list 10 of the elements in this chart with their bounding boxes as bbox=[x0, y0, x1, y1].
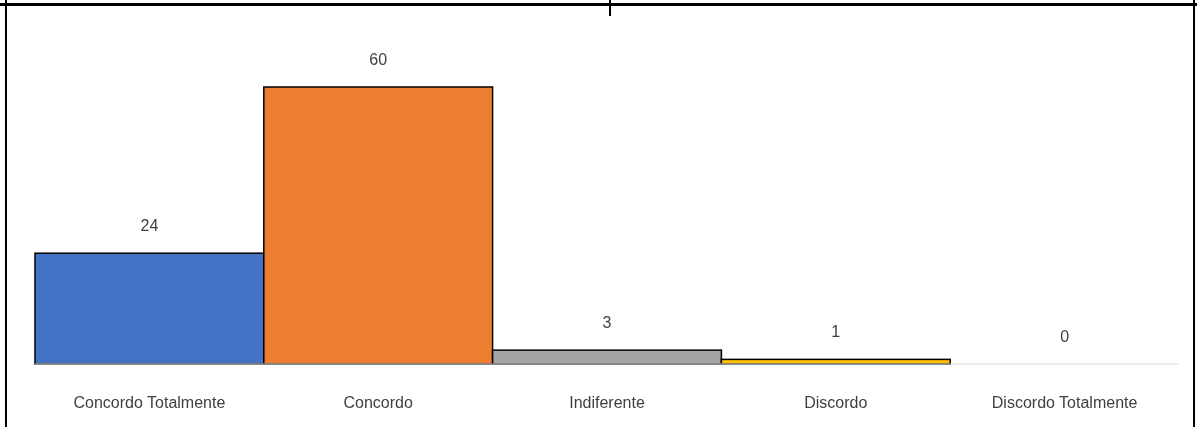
data-label: 3 bbox=[602, 314, 612, 332]
data-label: 1 bbox=[831, 323, 841, 341]
data-label: 0 bbox=[1060, 328, 1070, 345]
x-tick-label: Concordo Totalmente bbox=[73, 394, 226, 411]
x-tick-label: Discordo Totalmente bbox=[991, 394, 1138, 411]
x-tick-label: Discordo bbox=[804, 394, 868, 411]
x-tick-label: Concordo bbox=[343, 394, 413, 411]
data-label: 24 bbox=[140, 217, 159, 235]
data-label: 60 bbox=[369, 51, 388, 68]
x-tick-label: Indiferente bbox=[569, 394, 645, 411]
